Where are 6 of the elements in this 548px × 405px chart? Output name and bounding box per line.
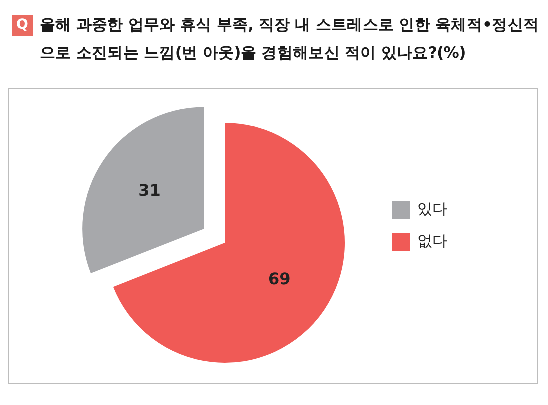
legend-label: 있다	[418, 200, 448, 218]
data-label: 69	[268, 269, 291, 288]
data-label: 31	[138, 181, 161, 200]
chart-title: 올해 과중한 업무와 휴식 부족, 직장 내 스트레스로 인한 육체적•정신적 으로 소진되는 느낌(번 아웃)을 경험해보신 적이 있나요?(%)	[40, 15, 540, 64]
legend-label: 없다	[418, 232, 448, 250]
badge: Q	[12, 15, 33, 36]
